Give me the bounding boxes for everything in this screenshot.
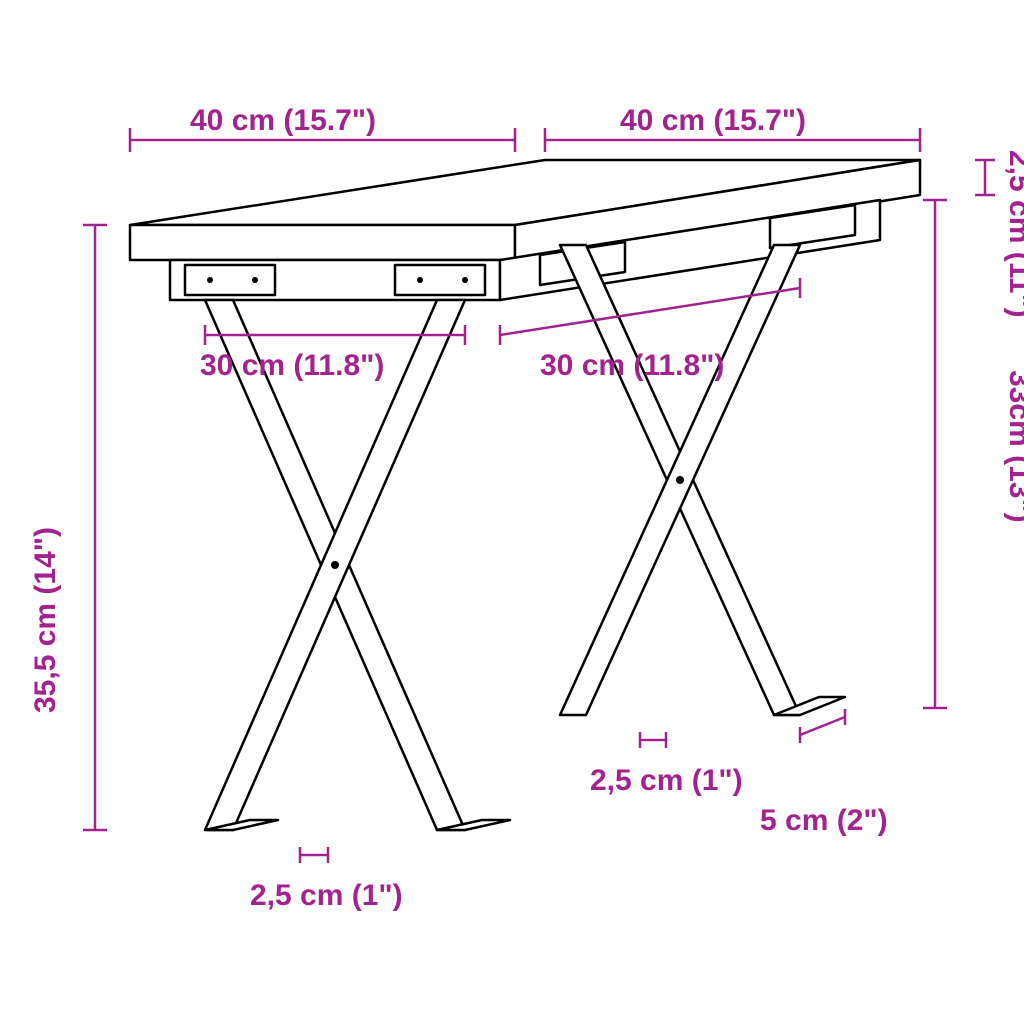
dim-overall-height: 35,5 cm (14") (29, 527, 62, 713)
dim-top-depth: 40 cm (15.7") (620, 104, 806, 137)
dim-leg-depth: 5 cm (2") (760, 804, 888, 837)
dim-top-width: 40 cm (15.7") (190, 104, 376, 137)
tabletop-front (130, 225, 515, 260)
rear-legs (560, 245, 845, 715)
dim-leg-thickness-b: 2,5 cm (1") (590, 764, 743, 797)
dim-leg-height: 33cm (13") (1003, 370, 1024, 523)
dimension-diagram: 40 cm (15.7") 40 cm (15.7") 2,5 cm (11") 33… (0, 0, 1024, 1024)
dim-leg-span-front: 30 cm (11.8") (200, 349, 384, 382)
dim-leg-thickness-a: 2,5 cm (1") (250, 879, 403, 912)
dim-top-thickness: 2,5 cm (11") (1003, 150, 1024, 318)
dim-leg-span-side: 30 cm (11.8") (540, 349, 724, 382)
